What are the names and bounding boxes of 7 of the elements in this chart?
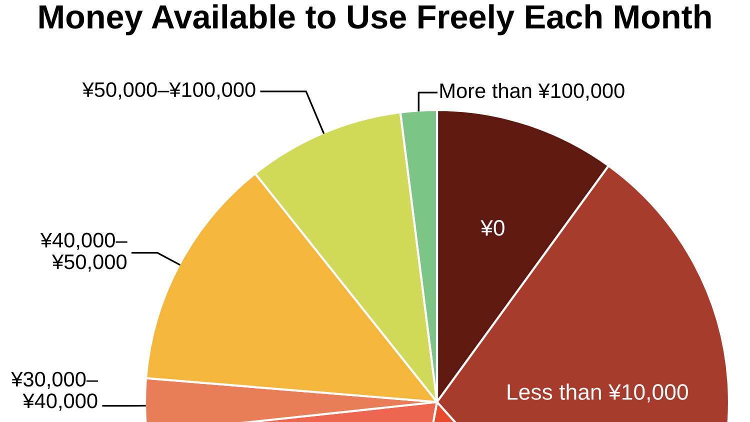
slice-label: ¥30,000– ¥40,000 bbox=[11, 372, 98, 411]
slice-label: ¥50,000–¥100,000 bbox=[82, 82, 256, 100]
slice-label: ¥40,000– ¥50,000 bbox=[40, 232, 128, 272]
slice-label: ¥0 bbox=[480, 220, 504, 236]
slice-label: More than ¥100,000 bbox=[440, 82, 624, 101]
slice-label: Less than ¥10,000 bbox=[508, 384, 688, 403]
chart-title: Money Available to Use Freely Each Month bbox=[40, 4, 711, 36]
